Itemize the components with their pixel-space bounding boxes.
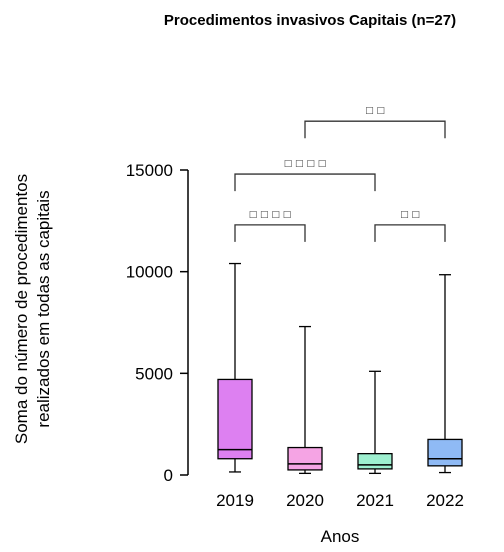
iqr-box: [217, 378, 253, 460]
y-axis-label-line-1: Soma do número de procedimentos: [12, 174, 31, 444]
significance-label: □ □ □ □: [284, 159, 327, 169]
y-axis-label-line-2: realizados em todas as capitais: [34, 190, 53, 427]
significance-label: □ □ □ □: [249, 210, 292, 220]
y-tick-label: 15000: [126, 161, 173, 180]
y-tick-label: 0: [164, 466, 173, 485]
box-2020: [287, 325, 323, 475]
x-tick-label: 2019: [216, 491, 254, 510]
x-tick-label: 2022: [426, 491, 464, 510]
significance-bracket: □ □: [374, 210, 446, 242]
bracket-line: [234, 173, 376, 192]
iqr-box: [427, 438, 463, 467]
bracket-line: [374, 224, 446, 242]
box-2021: [357, 370, 393, 475]
x-axis-tick-labels: 2019 2020 2021 2022: [216, 491, 464, 510]
bracket-line: [234, 224, 306, 242]
significance-bracket: □ □: [304, 106, 446, 139]
x-axis-label: Anos: [321, 527, 360, 546]
box-series: [217, 262, 463, 475]
box-2022: [427, 274, 463, 474]
significance-label: □ □: [365, 106, 385, 116]
y-axis-ticks: 0 5000 10000 15000: [126, 161, 188, 485]
chart-title: Procedimentos invasivos Capitais (n=27): [164, 12, 456, 29]
x-tick-label: 2021: [356, 491, 394, 510]
y-tick-label: 10000: [126, 263, 173, 282]
significance-label: □ □: [400, 210, 420, 220]
significance-bracket: □ □ □ □: [234, 210, 306, 242]
box-2019: [217, 262, 253, 473]
significance-bracket: □ □ □ □: [234, 159, 376, 192]
y-tick-label: 5000: [135, 364, 173, 383]
iqr-box: [357, 452, 393, 470]
significance-brackets: □ □ □ □ □ □ □ □ □ □ □ □: [234, 106, 446, 242]
bracket-line: [304, 120, 446, 139]
x-tick-label: 2020: [286, 491, 324, 510]
iqr-box: [287, 446, 323, 471]
